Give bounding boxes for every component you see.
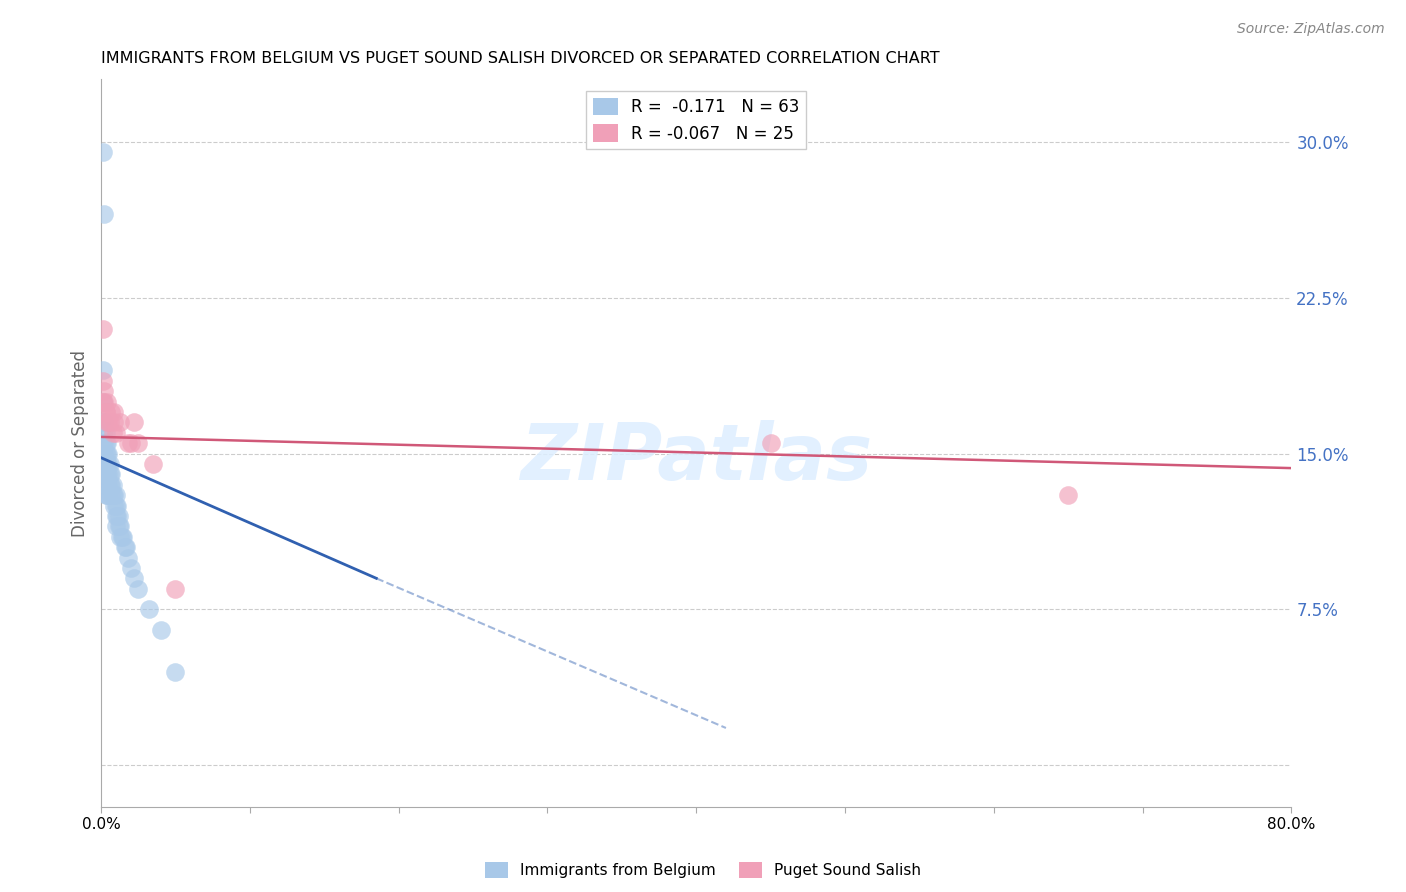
Point xyxy=(94,488,117,502)
Point xyxy=(96,446,118,460)
Point xyxy=(165,665,187,679)
Point xyxy=(93,416,115,430)
Point xyxy=(120,436,142,450)
Point xyxy=(96,457,118,471)
Point xyxy=(120,561,142,575)
Point xyxy=(110,530,132,544)
Point xyxy=(96,467,118,482)
Point xyxy=(91,322,114,336)
Point xyxy=(103,416,125,430)
Point xyxy=(108,508,131,523)
Point xyxy=(97,488,120,502)
Point xyxy=(111,530,134,544)
Point xyxy=(759,436,782,450)
Point xyxy=(101,488,124,502)
Point xyxy=(98,457,121,471)
Point xyxy=(100,488,122,502)
Point xyxy=(138,602,160,616)
Point xyxy=(98,416,121,430)
Text: Source: ZipAtlas.com: Source: ZipAtlas.com xyxy=(1237,22,1385,37)
Point xyxy=(93,436,115,450)
Point xyxy=(100,467,122,482)
Point xyxy=(115,540,138,554)
Point xyxy=(96,394,118,409)
Point xyxy=(101,477,124,491)
Text: ZIPatlas: ZIPatlas xyxy=(520,420,872,496)
Point xyxy=(93,384,115,399)
Point xyxy=(91,374,114,388)
Point xyxy=(107,508,129,523)
Point xyxy=(93,207,115,221)
Point xyxy=(93,457,115,471)
Point xyxy=(91,467,114,482)
Point xyxy=(122,416,145,430)
Point xyxy=(103,405,125,419)
Point xyxy=(100,405,122,419)
Point xyxy=(110,416,132,430)
Point xyxy=(94,425,117,440)
Point xyxy=(104,499,127,513)
Point xyxy=(103,499,125,513)
Legend: R =  -0.171   N = 63, R = -0.067   N = 25: R = -0.171 N = 63, R = -0.067 N = 25 xyxy=(586,91,806,149)
Point xyxy=(94,436,117,450)
Point xyxy=(117,436,139,450)
Point xyxy=(94,467,117,482)
Point xyxy=(97,416,120,430)
Point xyxy=(91,457,114,471)
Point xyxy=(91,436,114,450)
Point xyxy=(94,477,117,491)
Text: IMMIGRANTS FROM BELGIUM VS PUGET SOUND SALISH DIVORCED OR SEPARATED CORRELATION : IMMIGRANTS FROM BELGIUM VS PUGET SOUND S… xyxy=(101,51,939,66)
Point xyxy=(110,519,132,533)
Point xyxy=(97,467,120,482)
Point xyxy=(94,457,117,471)
Point xyxy=(91,425,114,440)
Point xyxy=(94,405,117,419)
Point xyxy=(104,488,127,502)
Point xyxy=(100,477,122,491)
Point xyxy=(104,425,127,440)
Point xyxy=(112,530,135,544)
Point xyxy=(97,477,120,491)
Point xyxy=(96,488,118,502)
Point xyxy=(91,363,114,377)
Point xyxy=(94,446,117,460)
Point xyxy=(91,446,114,460)
Point xyxy=(91,416,114,430)
Point xyxy=(94,405,117,419)
Point xyxy=(91,145,114,160)
Point xyxy=(127,436,149,450)
Point xyxy=(104,508,127,523)
Point xyxy=(107,499,129,513)
Point xyxy=(91,394,114,409)
Point xyxy=(96,416,118,430)
Point xyxy=(1057,488,1080,502)
Point xyxy=(149,624,172,638)
Point xyxy=(117,550,139,565)
Point xyxy=(96,477,118,491)
Point xyxy=(122,571,145,585)
Legend: Immigrants from Belgium, Puget Sound Salish: Immigrants from Belgium, Puget Sound Sal… xyxy=(479,856,927,884)
Point xyxy=(127,582,149,596)
Point xyxy=(93,394,115,409)
Y-axis label: Divorced or Separated: Divorced or Separated xyxy=(72,350,89,537)
Point xyxy=(97,457,120,471)
Point xyxy=(96,436,118,450)
Point xyxy=(103,488,125,502)
Point xyxy=(93,446,115,460)
Point xyxy=(91,394,114,409)
Point xyxy=(114,540,136,554)
Point xyxy=(104,519,127,533)
Point xyxy=(165,582,187,596)
Point xyxy=(142,457,165,471)
Point xyxy=(108,519,131,533)
Point xyxy=(97,446,120,460)
Point xyxy=(98,467,121,482)
Point xyxy=(98,477,121,491)
Point xyxy=(101,425,124,440)
